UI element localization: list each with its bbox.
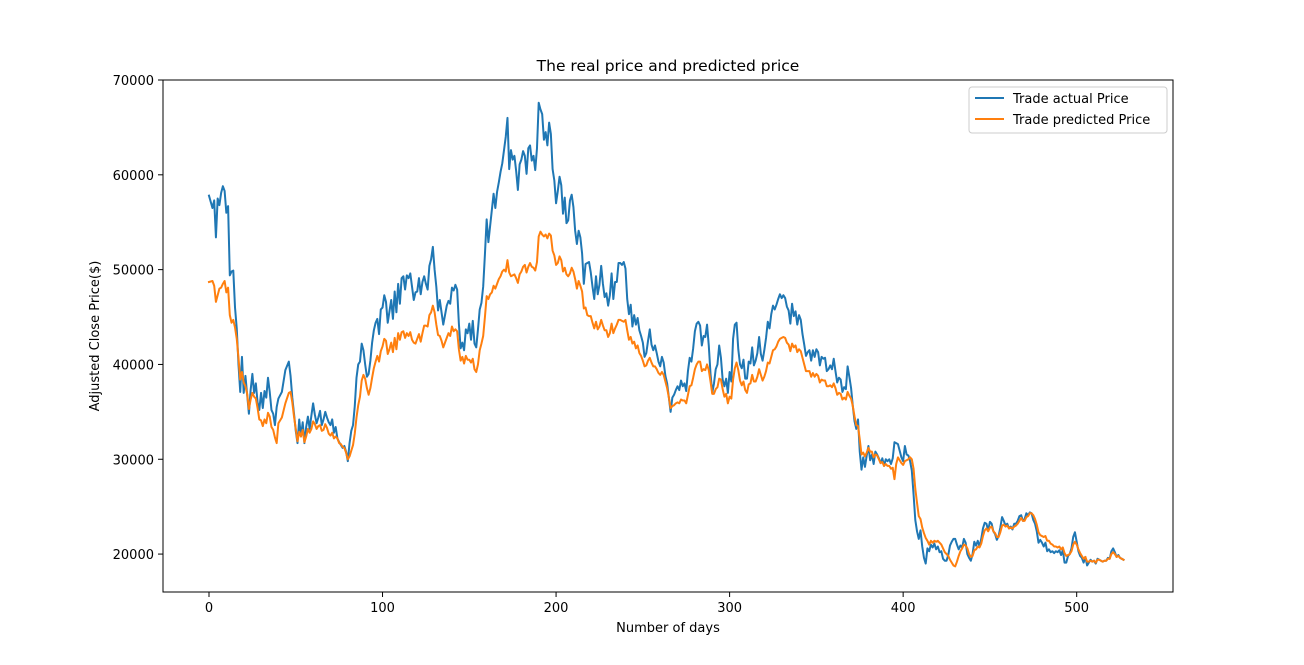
- legend-label-predicted: Trade predicted Price: [1012, 113, 1150, 128]
- legend: Trade actual Price Trade predicted Price: [968, 86, 1168, 134]
- x-tick-label: 200: [544, 601, 569, 616]
- y-tick-label: 60000: [113, 169, 154, 184]
- y-tick-label: 40000: [113, 358, 154, 373]
- x-tick-label: 100: [370, 601, 395, 616]
- y-tick-label: 30000: [113, 453, 154, 468]
- legend-label-actual: Trade actual Price: [1012, 92, 1129, 107]
- legend-box: [968, 86, 1168, 134]
- y-tick-label: 70000: [113, 74, 154, 89]
- plot-area: [162, 79, 1174, 593]
- x-tick-label: 500: [1064, 601, 1089, 616]
- series-layer: [207, 101, 1125, 568]
- chart-title: The real price and predicted price: [536, 57, 800, 75]
- y-tick-label: 50000: [113, 264, 154, 279]
- plot-frame: [162, 79, 1174, 593]
- y-axis: 20000 30000 40000 50000 60000 70000: [113, 74, 163, 563]
- x-axis: 0 100 200 300 400 500: [205, 592, 1089, 616]
- y-axis-label: Adjusted Close Price($): [88, 261, 103, 412]
- y-tick-label: 20000: [113, 548, 154, 563]
- x-tick-label: 400: [891, 601, 916, 616]
- x-axis-label: Number of days: [616, 621, 720, 636]
- x-tick-label: 300: [717, 601, 742, 616]
- series-line-predicted: [207, 230, 1125, 568]
- x-tick-label: 0: [205, 601, 213, 616]
